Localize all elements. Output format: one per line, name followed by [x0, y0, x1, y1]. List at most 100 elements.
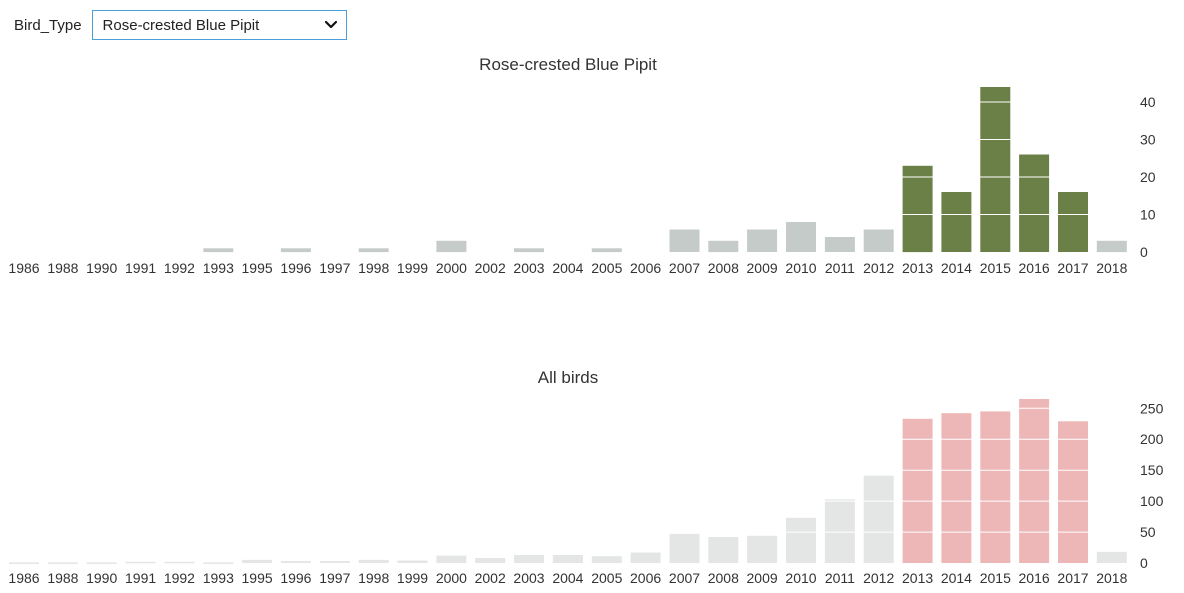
bar-1996 [280, 561, 311, 563]
x-tick-label: 2012 [863, 260, 894, 276]
x-tick-label: 2011 [825, 260, 855, 276]
x-tick-label: 1999 [397, 570, 428, 586]
bar-1992 [164, 561, 195, 564]
bar-2010 [786, 222, 816, 252]
x-tick-label: 1997 [319, 570, 350, 586]
x-tick-label: 1986 [8, 570, 39, 586]
x-tick-label: 2018 [1096, 570, 1127, 586]
bar-1999 [397, 560, 428, 563]
x-tick-label: 1993 [203, 570, 234, 586]
x-tick-label: 1988 [47, 260, 78, 276]
x-tick-label: 1992 [164, 570, 195, 586]
x-tick-label: 1993 [203, 260, 234, 276]
bar-2003 [514, 248, 544, 253]
bird-type-label: Bird_Type [14, 16, 82, 34]
bar-1998 [358, 248, 389, 253]
bar-2017 [1058, 421, 1088, 563]
y-tick-label: 0 [1140, 244, 1148, 260]
bar-2000 [436, 555, 467, 563]
x-tick-label: 2012 [863, 570, 894, 586]
x-tick-label: 2007 [669, 260, 700, 276]
bar-2018 [1096, 551, 1127, 563]
x-tick-label: 2016 [1019, 570, 1050, 586]
x-tick-label: 1986 [8, 260, 39, 276]
x-tick-label: 2007 [669, 570, 700, 586]
x-tick-label: 2009 [747, 570, 778, 586]
bar-2013 [902, 418, 933, 563]
bar-2008 [708, 240, 739, 253]
x-tick-label: 2010 [785, 570, 816, 586]
x-tick-label: 2018 [1096, 260, 1127, 276]
bird-type-select[interactable]: Rose-crested Blue Pipit [91, 10, 347, 40]
x-tick-label: 2000 [436, 260, 467, 276]
x-tick-label: 2004 [552, 570, 583, 586]
y-tick-label: 40 [1140, 94, 1156, 110]
x-tick-label: 2017 [1057, 570, 1088, 586]
bar-2008 [708, 537, 739, 563]
x-tick-label: 2010 [785, 260, 816, 276]
bar-2009 [747, 535, 778, 563]
x-tick-label: 2005 [591, 260, 622, 276]
x-tick-label: 1999 [397, 260, 428, 276]
x-tick-label: 2003 [513, 260, 544, 276]
bar-1986 [9, 562, 39, 564]
bar-2004 [552, 555, 583, 563]
x-tick-label: 1998 [358, 260, 389, 276]
y-tick-label: 0 [1140, 555, 1148, 571]
bar-1993 [203, 248, 234, 253]
bar-2018 [1096, 240, 1127, 253]
x-tick-label: 1990 [86, 260, 117, 276]
x-tick-label: 1988 [47, 570, 78, 586]
x-tick-label: 1991 [125, 260, 156, 276]
bar-1996 [280, 248, 311, 253]
x-tick-label: 2017 [1057, 260, 1088, 276]
bar-2011 [824, 499, 855, 563]
x-tick-label: 2014 [941, 260, 972, 276]
x-tick-label: 1996 [280, 260, 311, 276]
bar-2014 [941, 192, 972, 252]
x-tick-label: 1997 [319, 260, 350, 276]
chart-title: All birds [538, 368, 598, 387]
x-tick-label: 2000 [436, 570, 467, 586]
bar-2007 [669, 533, 700, 563]
bar-2013 [902, 165, 933, 253]
chart-title: Rose-crested Blue Pipit [479, 55, 657, 74]
bar-2002 [475, 558, 506, 563]
chevron-down-icon [324, 20, 337, 29]
x-tick-label: 2004 [552, 260, 583, 276]
y-tick-label: 100 [1140, 493, 1164, 509]
bar-2003 [514, 555, 544, 563]
bar-1995 [242, 559, 273, 563]
bar-2016 [1019, 399, 1050, 563]
x-tick-label: 2009 [747, 260, 778, 276]
bar-2014 [941, 413, 972, 563]
x-tick-label: 2006 [630, 570, 661, 586]
x-tick-label: 1998 [358, 570, 389, 586]
bar-2012 [863, 475, 894, 563]
bar-2015 [980, 87, 1011, 252]
x-tick-label: 2015 [980, 570, 1011, 586]
y-tick-label: 30 [1140, 132, 1156, 148]
y-tick-label: 150 [1140, 462, 1164, 478]
x-tick-label: 2015 [980, 260, 1011, 276]
x-tick-label: 2003 [513, 570, 544, 586]
bar-2009 [747, 229, 778, 252]
x-tick-label: 1991 [125, 570, 156, 586]
y-tick-label: 50 [1140, 524, 1156, 540]
bar-2016 [1019, 154, 1050, 252]
x-tick-label: 2002 [475, 260, 506, 276]
x-tick-label: 2002 [475, 570, 506, 586]
x-tick-label: 2008 [708, 570, 739, 586]
bar-2006 [630, 552, 661, 563]
x-tick-label: 1992 [164, 260, 195, 276]
x-tick-label: 2005 [591, 570, 622, 586]
bird-type-selected-value: Rose-crested Blue Pipit [102, 16, 260, 34]
bar-2017 [1058, 192, 1088, 252]
bar-1991 [125, 561, 156, 564]
bar-2015 [980, 411, 1011, 563]
bar-1997 [319, 561, 350, 563]
x-tick-label: 2006 [630, 260, 661, 276]
x-tick-label: 1990 [86, 570, 117, 586]
bar-2000 [436, 240, 467, 253]
